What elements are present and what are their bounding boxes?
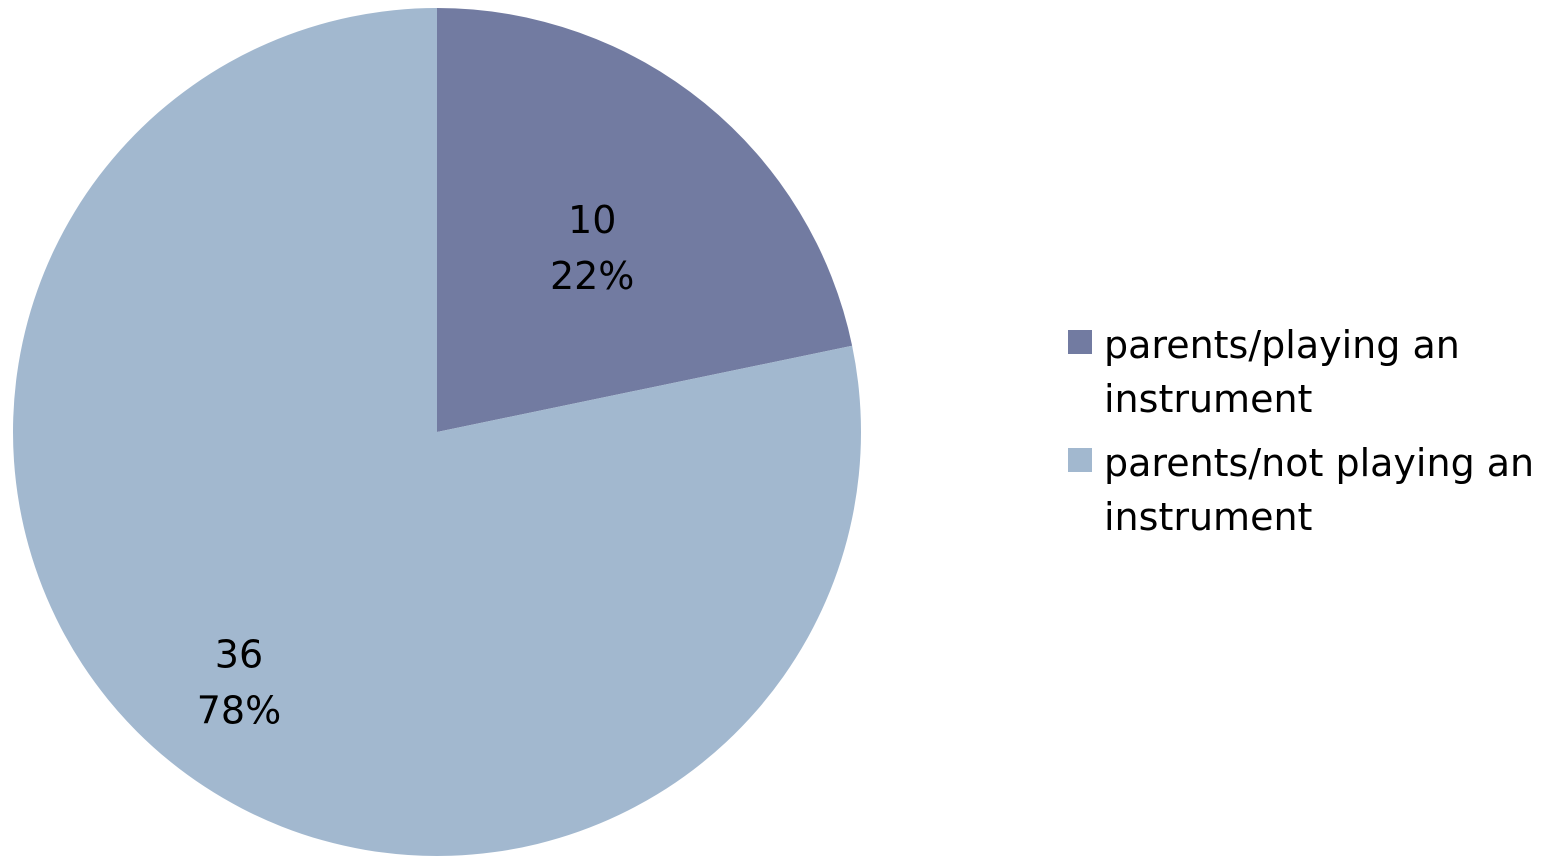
legend-item-not-playing: parents/not playing an instrument <box>1068 436 1538 544</box>
legend-item-playing: parents/playing an instrument <box>1068 318 1538 426</box>
pie-slice-not-playing <box>12 8 862 856</box>
data-label-not-playing-value: 36 <box>215 632 263 676</box>
legend-swatch-playing <box>1068 330 1092 354</box>
data-label-playing-value: 10 <box>568 198 616 242</box>
legend: parents/playing an instrument parents/no… <box>1068 318 1538 554</box>
data-label-playing-percent: 22% <box>550 254 634 298</box>
pie-slices <box>12 8 862 856</box>
legend-label-not-playing: parents/not playing an instrument <box>1104 441 1535 539</box>
legend-swatch-not-playing <box>1068 448 1092 472</box>
legend-label-playing: parents/playing an instrument <box>1104 323 1460 421</box>
data-label-not-playing-percent: 78% <box>197 688 281 732</box>
pie-slice-playing <box>437 8 853 432</box>
